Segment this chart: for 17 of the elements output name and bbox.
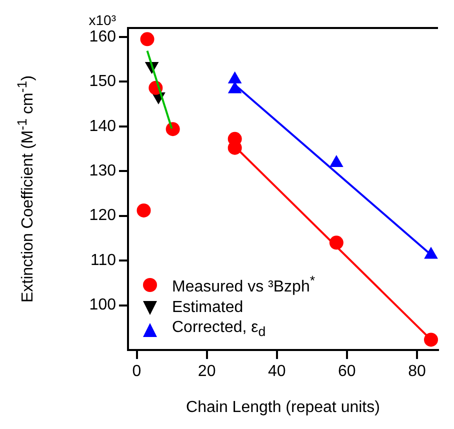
x-tick-label: 60 [338, 363, 356, 380]
y-tick-label: 130 [89, 162, 116, 180]
y-tick-label: 110 [90, 252, 116, 269]
x-tick-label: 80 [408, 363, 426, 380]
x-axis-title: Chain Length (repeat units) [186, 398, 380, 416]
y-tick-label: 140 [89, 118, 116, 135]
x-tick-label: 40 [268, 363, 286, 380]
y-tick-label: 150 [89, 73, 116, 90]
legend-label: Corrected, ε$_{d}$ [172, 318, 266, 341]
x-tick-label: 20 [198, 363, 216, 380]
y-tick-label: 160 [89, 28, 116, 46]
legend-label: Measured vs ³Bzph$^{*}$ [172, 272, 316, 298]
legend-label: Estimated [172, 298, 244, 318]
text: x10³ [88, 12, 116, 28]
y-tick-label: 100 [89, 296, 116, 314]
y-tick-label: 120 [89, 207, 116, 224]
x-tick-label: 0 [132, 363, 142, 380]
